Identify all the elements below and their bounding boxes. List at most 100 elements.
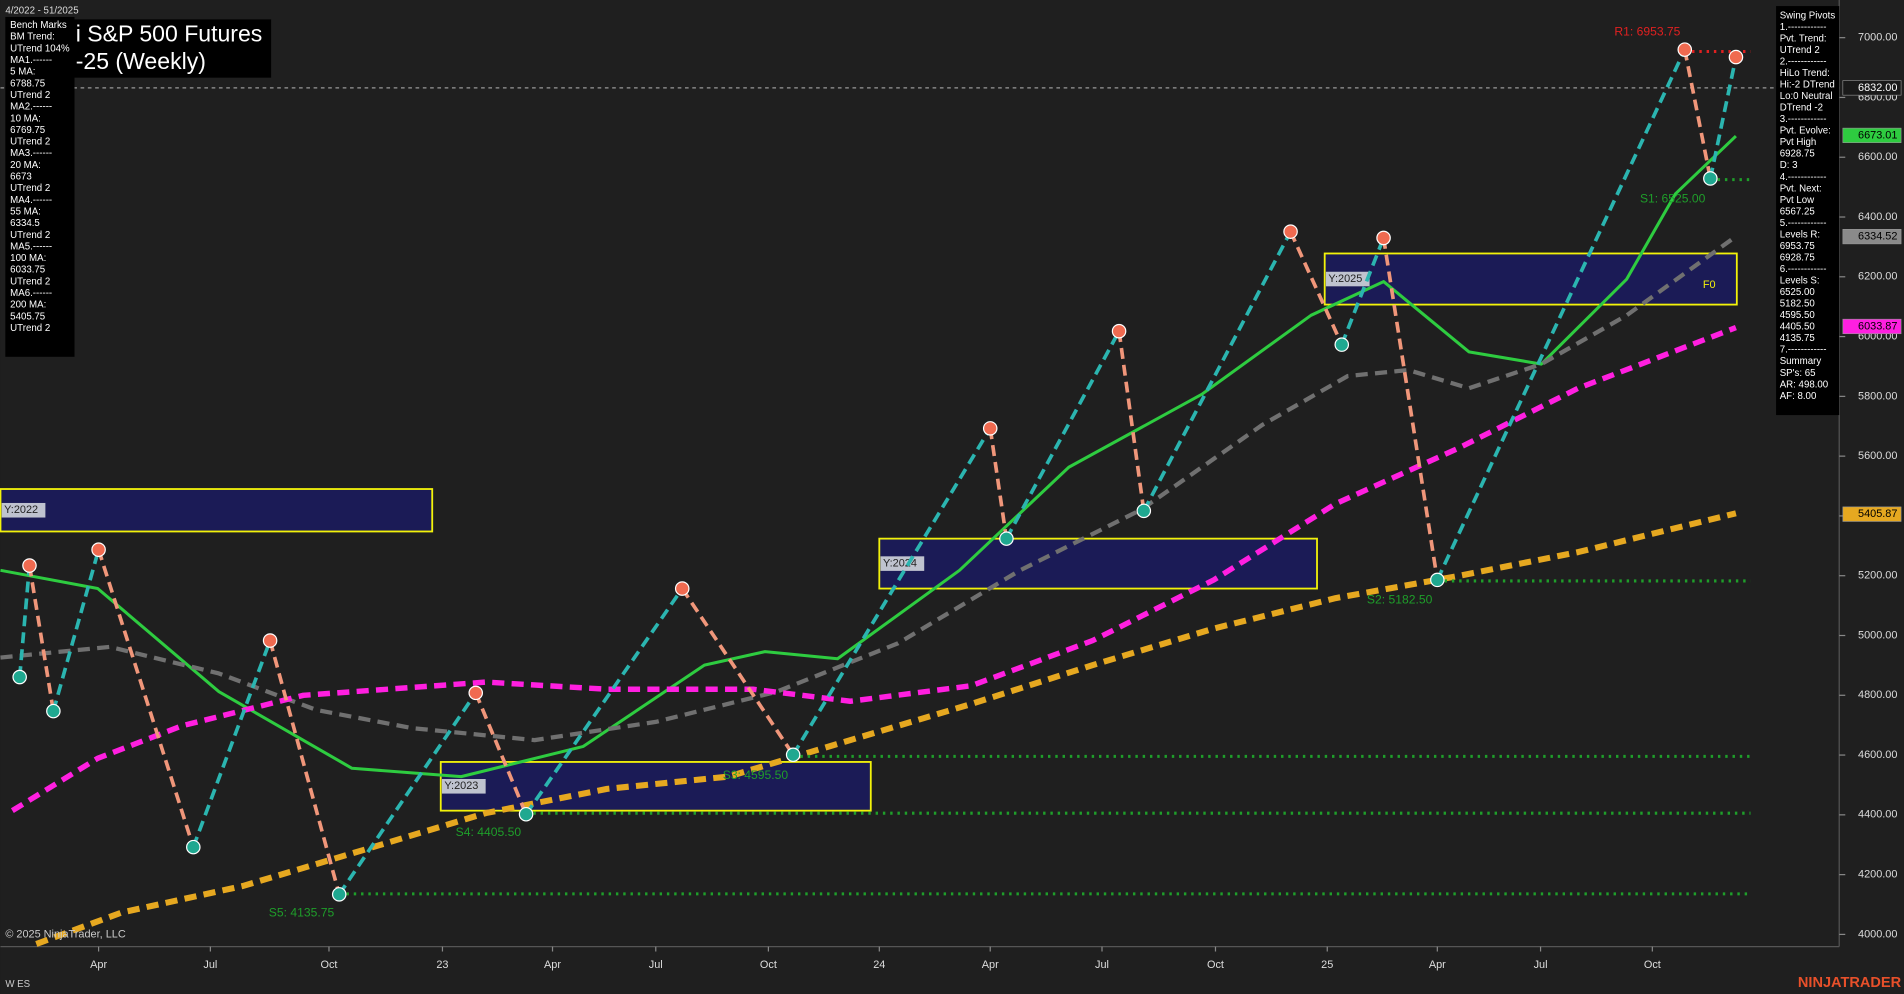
swing-low: [518, 806, 534, 822]
right-panel-line: Pvt High: [1780, 137, 1817, 148]
y-tick-label: 6200.00: [1858, 271, 1897, 283]
chart-title: i S&P 500 Futures: [76, 20, 263, 46]
x-tick-label: Jul: [649, 959, 663, 971]
right-panel-line: Levels R:: [1780, 229, 1820, 240]
year-label-box: [1, 502, 46, 518]
right-panel-line: 2.------------: [1780, 56, 1827, 67]
swing-low: [46, 703, 61, 719]
y-tick-label: 4200.00: [1858, 869, 1897, 881]
swing-leg: [1288, 230, 1344, 346]
x-tick-label: 24: [873, 959, 885, 971]
pivot-level-label: S4: 4405.50: [456, 825, 522, 839]
price-tag: [1842, 506, 1902, 522]
swing-leg: [988, 428, 1009, 539]
right-panel-line: 6525.00: [1780, 287, 1816, 298]
moving-average-line: [0, 234, 1738, 743]
x-tick-label: Apr: [544, 959, 561, 971]
right-panel-line: 5.------------: [1780, 218, 1827, 229]
swing-leg: [791, 427, 992, 756]
swing-high: [1111, 323, 1127, 339]
swing-leg: [1117, 330, 1146, 512]
left-panel-line: MA6.------: [10, 288, 52, 299]
left-panel-line: MA2.------: [10, 102, 52, 113]
right-panel-line: AF: 8.00: [1780, 391, 1817, 402]
swing-leg: [191, 639, 272, 848]
price-tag-label: 6673.01: [1858, 129, 1897, 141]
swing-high: [468, 685, 484, 701]
left-panel-line: 5405.75: [10, 311, 45, 322]
moving-average-line: [0, 134, 1737, 779]
swing-leg: [1381, 237, 1440, 581]
year-label: Y:2025: [1328, 273, 1362, 285]
price-tag: [1842, 127, 1902, 143]
x-tick-label: 25: [1321, 959, 1333, 971]
swing-high: [262, 633, 278, 648]
year-label-box: [441, 779, 486, 794]
left-panel-line: 6788.75: [10, 78, 45, 89]
pivot-level-label: S5: 4135.75: [269, 905, 335, 919]
swing-leg: [1004, 330, 1121, 540]
y-tick-label: 7000.00: [1858, 32, 1897, 44]
pivot-level-label: S3: 4595.50: [723, 768, 789, 782]
left-panel-line: UTrend 2: [10, 323, 50, 334]
y-tick-label: 4800.00: [1858, 689, 1897, 701]
swing-high: [1376, 230, 1391, 246]
y-tick-label: 5600.00: [1858, 450, 1897, 462]
swing-high: [1728, 49, 1744, 65]
left-panel-line: Bench Marks: [10, 20, 67, 31]
year-box: [0, 488, 434, 533]
price-tag-label: 5405.87: [1858, 508, 1897, 520]
left-panel-line: 20 MA:: [10, 160, 41, 171]
right-panel-line: Pvt Low: [1780, 195, 1815, 206]
right-panel: [1776, 6, 1840, 416]
x-tick-label: Jul: [1534, 959, 1548, 971]
swing-leg: [1142, 230, 1293, 512]
right-panel-line: 6567.25: [1780, 206, 1815, 217]
left-panel-line: 100 MA:: [10, 253, 46, 264]
swing-low: [999, 531, 1014, 546]
left-panel-line: MA3.------: [10, 148, 52, 159]
right-panel-line: Lo:0 Neutral: [1780, 91, 1833, 102]
right-panel-line: 4135.75: [1780, 333, 1815, 344]
x-tick-label: Oct: [760, 959, 777, 971]
swing-low: [12, 669, 27, 685]
brand: NINJATRADER: [1798, 975, 1902, 991]
right-panel-line: 6928.75: [1780, 149, 1815, 160]
x-tick-label: Jul: [1095, 959, 1109, 971]
year-label: Y:2022: [4, 504, 38, 516]
right-panel-line: 4595.50: [1780, 310, 1816, 321]
left-panel: [5, 16, 75, 357]
swing-low: [1430, 572, 1445, 588]
swing-high: [22, 558, 37, 573]
right-panel-line: Levels S:: [1780, 276, 1820, 287]
swing-low: [331, 887, 347, 902]
swing-high: [91, 542, 106, 557]
right-panel-line: 6.------------: [1780, 264, 1827, 275]
left-panel-line: 6033.75: [10, 265, 45, 276]
x-tick-label: 23: [436, 959, 448, 971]
swing-high: [982, 421, 998, 436]
year-label-box: [880, 556, 925, 571]
left-panel-line: UTrend 2: [10, 90, 50, 101]
right-panel-line: Hi:-2 DTrend: [1780, 80, 1835, 91]
right-panel-line: Summary: [1780, 356, 1822, 367]
copyright: © 2025 NinjaTrader, LLC: [5, 928, 126, 940]
y-tick-label: 5800.00: [1858, 390, 1897, 402]
left-panel-line: MA4.------: [10, 195, 52, 206]
right-panel-line: Pvt. Evolve:: [1780, 126, 1831, 137]
x-tick-label: Apr: [982, 959, 999, 971]
left-panel-line: UTrend 2: [10, 230, 50, 241]
swing-low: [1703, 171, 1718, 186]
price-tag-label: 6334.52: [1858, 230, 1897, 242]
year-label-box: [1325, 271, 1370, 287]
overlay: i S&P 500 Futures -25 (Weekly) 4/2022 - …: [5, 5, 1902, 991]
moving-average-line: [35, 510, 1737, 947]
title-box: [73, 19, 272, 78]
right-panel-line: 5182.50: [1780, 299, 1816, 310]
swing-leg: [474, 692, 528, 815]
pivot-level-label: S1: 6525.00: [1640, 191, 1706, 205]
left-panel-line: UTrend 104%: [10, 43, 70, 54]
left-panel-line: 6334.5: [10, 218, 40, 229]
x-tick-label: Oct: [320, 959, 337, 971]
